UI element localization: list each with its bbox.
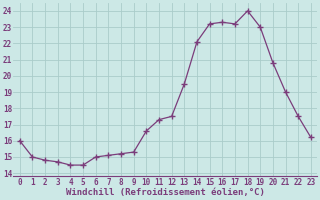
X-axis label: Windchill (Refroidissement éolien,°C): Windchill (Refroidissement éolien,°C): [66, 188, 265, 197]
